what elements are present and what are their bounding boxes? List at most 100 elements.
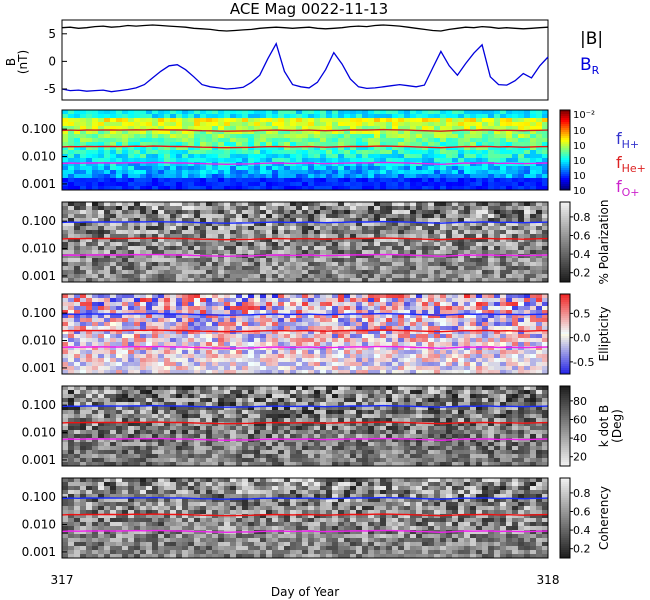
heatmap-cell	[350, 262, 357, 267]
heatmap-cell	[200, 134, 207, 139]
heatmap-cell	[152, 350, 159, 355]
heatmap-cell	[422, 262, 429, 267]
heatmap-cell	[332, 278, 339, 283]
heatmap-cell	[266, 210, 273, 215]
heatmap-cell	[212, 154, 219, 159]
heatmap-cell	[260, 174, 267, 179]
heatmap-cell	[284, 226, 291, 231]
heatmap-cell	[296, 234, 303, 239]
heatmap-cell	[242, 322, 249, 327]
heatmap-cell	[152, 270, 159, 275]
heatmap-cell	[182, 358, 189, 363]
heatmap-cell	[68, 370, 75, 375]
heatmap-cell	[416, 202, 423, 207]
heatmap-cell	[206, 326, 213, 331]
heatmap-cell	[458, 202, 465, 207]
heatmap-cell	[188, 266, 195, 271]
heatmap-cell	[536, 150, 543, 155]
heatmap-cell	[218, 270, 225, 275]
heatmap-cell	[338, 218, 345, 223]
heatmap-cell	[542, 306, 549, 311]
heatmap-cell	[290, 342, 297, 347]
heatmap-cell	[374, 258, 381, 263]
heatmap-cell	[242, 298, 249, 303]
heatmap-cell	[182, 330, 189, 335]
heatmap-cell	[170, 302, 177, 307]
heatmap-cell	[86, 170, 93, 175]
heatmap-cell	[320, 294, 327, 299]
heatmap-cell	[188, 358, 195, 363]
heatmap-cell	[86, 210, 93, 215]
heatmap-cell	[296, 246, 303, 251]
heatmap-cell	[110, 226, 117, 231]
heatmap-cell	[224, 306, 231, 311]
heatmap-cell	[194, 126, 201, 131]
heatmap-cell	[428, 310, 435, 315]
heatmap-cell	[242, 318, 249, 323]
heatmap-cell	[506, 206, 513, 211]
heatmap-cell	[188, 294, 195, 299]
heatmap-cell	[74, 202, 81, 207]
heatmap-cell	[530, 142, 537, 147]
heatmap-cell	[476, 334, 483, 339]
heatmap-cell	[470, 230, 477, 235]
heatmap-cell	[368, 362, 375, 367]
heatmap-cell	[524, 322, 531, 327]
heatmap-cell	[164, 362, 171, 367]
heatmap-cell	[104, 298, 111, 303]
heatmap-cell	[512, 350, 519, 355]
heatmap-cell	[80, 146, 87, 151]
heatmap-cell	[428, 258, 435, 263]
heatmap-cell	[158, 254, 165, 259]
heatmap-cell	[140, 326, 147, 331]
heatmap-cell	[140, 146, 147, 151]
heatmap-cell	[116, 162, 123, 167]
heatmap-cell	[344, 222, 351, 227]
heatmap-cell	[362, 366, 369, 371]
heatmap-cell	[200, 310, 207, 315]
heatmap-cell	[68, 178, 75, 183]
heatmap-cell	[194, 294, 201, 299]
heatmap-cell	[428, 278, 435, 283]
heatmap-cell	[482, 302, 489, 307]
heatmap-cell	[188, 346, 195, 351]
heatmap-cell	[398, 170, 405, 175]
heatmap-cell	[368, 254, 375, 259]
heatmap-cell	[542, 266, 549, 271]
heatmap-cell	[212, 142, 219, 147]
heatmap-cell	[68, 326, 75, 331]
heatmap-cell	[470, 110, 477, 115]
heatmap-cell	[320, 130, 327, 135]
heatmap-cell	[68, 302, 75, 307]
heatmap-cell	[512, 310, 519, 315]
heatmap-cell	[62, 346, 69, 351]
heatmap-cell	[482, 202, 489, 207]
heatmap-cell	[122, 146, 129, 151]
heatmap-cell	[326, 266, 333, 271]
heatmap-cell	[272, 206, 279, 211]
heatmap-cell	[116, 122, 123, 127]
heatmap-cell	[176, 138, 183, 143]
heatmap-cell	[416, 310, 423, 315]
heatmap-cell	[524, 110, 531, 115]
heatmap-cell	[410, 110, 417, 115]
heatmap-cell	[488, 318, 495, 323]
heatmap-cell	[266, 218, 273, 223]
heatmap-cell	[98, 266, 105, 271]
heatmap-cell	[506, 370, 513, 375]
heatmap-cell	[260, 178, 267, 183]
heatmap-cell	[356, 322, 363, 327]
heatmap-cell	[530, 266, 537, 271]
heatmap-cell	[110, 278, 117, 283]
heatmap-cell	[356, 250, 363, 255]
heatmap-cell	[494, 346, 501, 351]
heatmap-cell	[140, 142, 147, 147]
heatmap-cell	[290, 126, 297, 131]
heatmap-cell	[380, 162, 387, 167]
heatmap-cell	[242, 178, 249, 183]
heatmap-cell	[116, 258, 123, 263]
heatmap-cell	[416, 126, 423, 131]
heatmap-cell	[488, 314, 495, 319]
heatmap-cell	[212, 366, 219, 371]
heatmap-cell	[290, 294, 297, 299]
